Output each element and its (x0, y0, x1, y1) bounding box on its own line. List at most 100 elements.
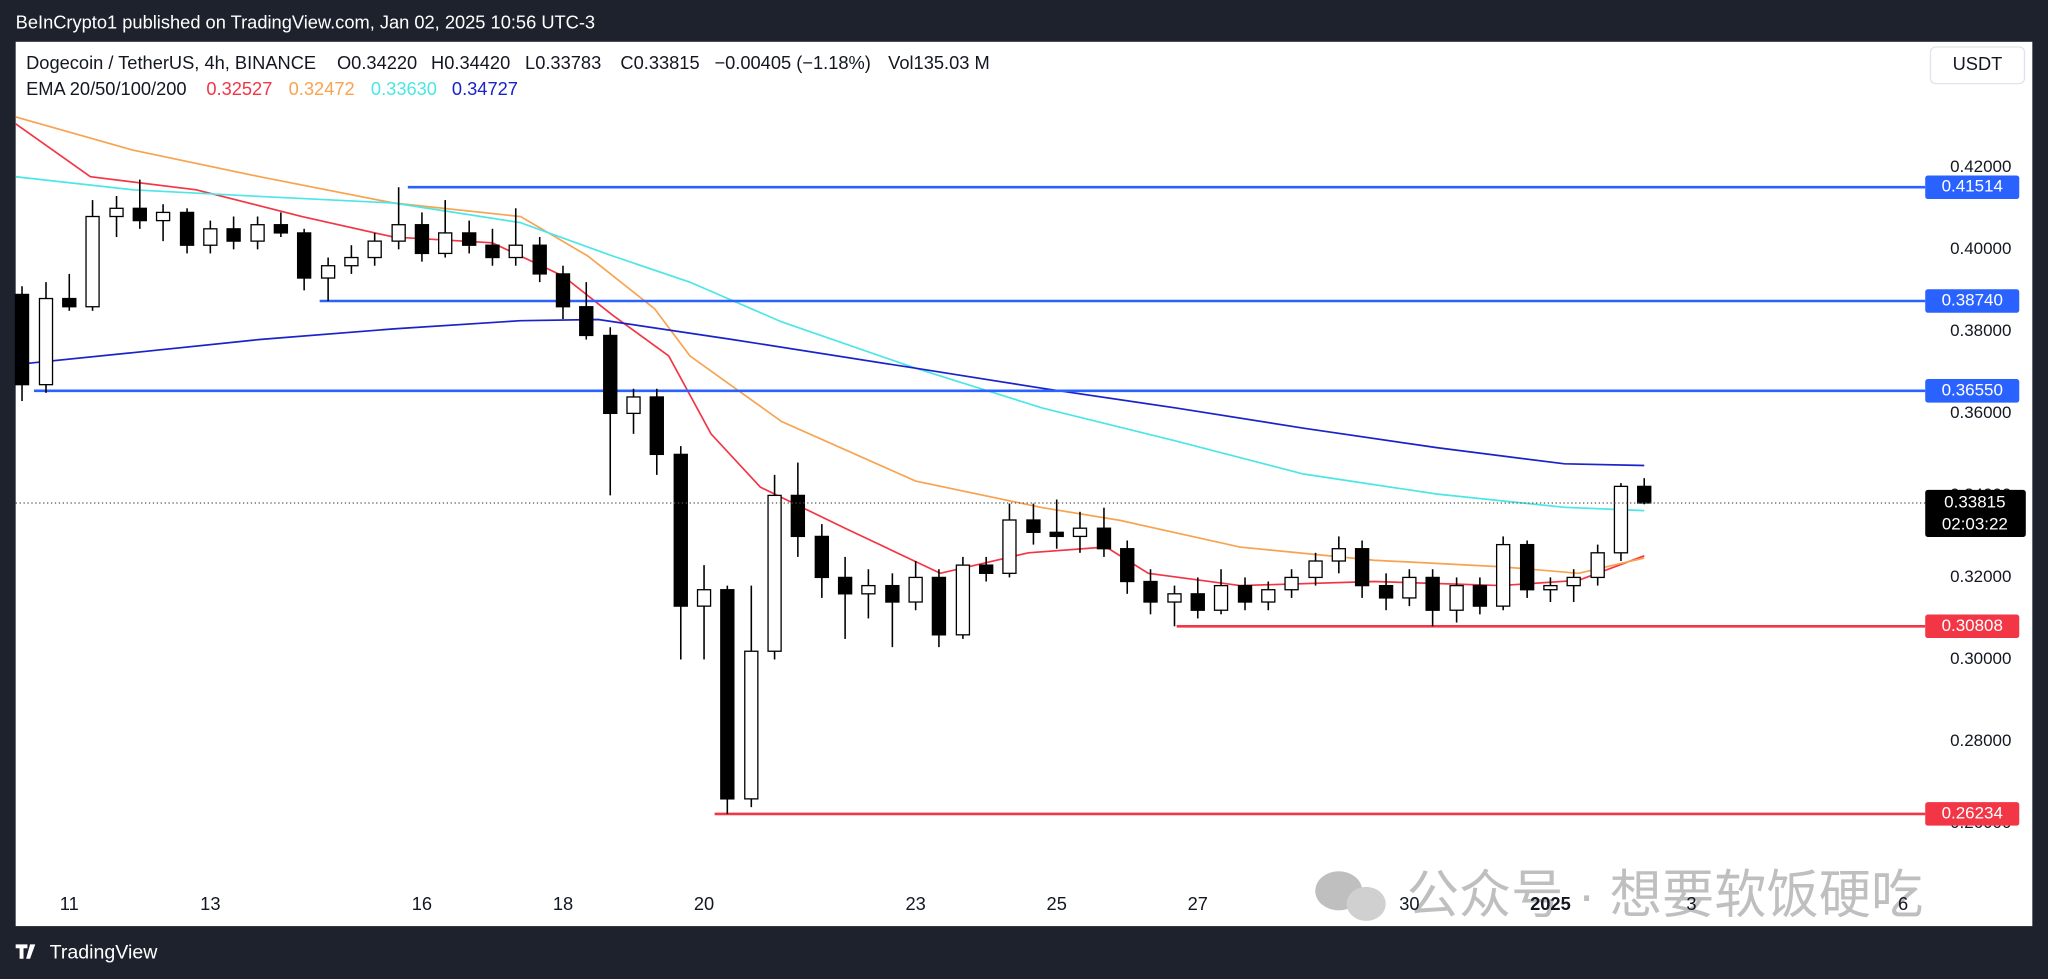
candle-body (720, 589, 735, 800)
candle-body (1026, 519, 1041, 533)
candle-body (603, 334, 618, 415)
candle-body (1284, 576, 1299, 591)
x-tick-label: 13 (200, 893, 220, 914)
candle-body (1331, 548, 1347, 562)
candle-body (955, 564, 971, 636)
x-tick-label: 23 (905, 893, 925, 914)
y-tick-label: 0.32000 (1950, 567, 2011, 586)
candle-body (673, 453, 688, 607)
brand: TradingView (50, 942, 159, 964)
candle-body (1120, 548, 1135, 583)
x-tick-label: 3 (1686, 893, 1696, 914)
candle-body (579, 306, 594, 337)
candle-body (555, 273, 571, 308)
ema-line (15, 123, 1645, 587)
close: C0.33815 (620, 52, 699, 73)
x-tick-label: 25 (1047, 893, 1067, 914)
currency-button[interactable] (1929, 46, 2026, 85)
candle-body (1049, 531, 1064, 538)
x-tick-label: 11 (60, 893, 79, 914)
brand-logo (15, 944, 36, 959)
y-tick-label: 0.38000 (1950, 321, 2011, 340)
open: O0.34220 (337, 52, 417, 73)
candle-body (273, 224, 289, 234)
ema-value: 0.34727 (452, 78, 518, 99)
y-tick-label: 0.30000 (1950, 649, 2011, 668)
candle-body (532, 244, 547, 275)
watermark: 公众号 · 想要软饭硬吃 (1407, 866, 1924, 924)
y-tick-label: 0.40000 (1950, 239, 2011, 258)
candle-body (767, 494, 782, 652)
candle-body (203, 228, 218, 246)
candle-body (696, 589, 712, 607)
level-label: 0.38740 (1942, 290, 2003, 309)
candle-body (1096, 527, 1112, 550)
candle-body (1425, 576, 1440, 611)
candle-body (391, 224, 406, 242)
countdown: 02:03:22 (1942, 515, 2008, 534)
candle-body (1308, 560, 1323, 579)
candle-body (1543, 584, 1558, 591)
candle-body (626, 396, 641, 415)
currency-label[interactable]: USDT (1953, 53, 2003, 74)
candle-body (908, 576, 923, 603)
candle-body (1495, 543, 1511, 607)
candle-body (85, 215, 100, 308)
candle-body (790, 494, 806, 538)
x-tick-label: 30 (1399, 893, 1419, 914)
candle-body (1261, 589, 1276, 603)
x-tick-label: 27 (1188, 893, 1208, 914)
ema-line (15, 318, 1645, 467)
level-label: 0.30808 (1942, 616, 2003, 635)
x-tick-label: 20 (694, 893, 714, 914)
candle-body (1237, 584, 1253, 603)
ema-value: 0.32527 (206, 78, 272, 99)
x-tick-label: 18 (553, 893, 573, 914)
candle-body (14, 293, 30, 386)
candle-body (1637, 485, 1652, 504)
candles (14, 179, 1652, 814)
candle-body (462, 232, 477, 246)
x-tick-label: 16 (412, 893, 432, 914)
candle-body (226, 228, 241, 242)
candle-body (109, 207, 124, 218)
candle-body (414, 224, 430, 255)
candle-body (179, 211, 195, 246)
level-badge (1925, 379, 2020, 403)
candle-body (1167, 593, 1182, 603)
level-label: 0.26234 (1942, 803, 2003, 822)
candle-body (1590, 552, 1605, 579)
publisher: BeInCrypto1 published on TradingView.com… (16, 11, 595, 32)
candle-body (250, 224, 265, 242)
ema-value: 0.33630 (371, 78, 437, 99)
indicator-label: EMA 20/50/100/200 (26, 78, 186, 99)
candle-body (296, 232, 312, 279)
level-badge (1925, 175, 2020, 199)
high: H0.34420 (431, 52, 510, 73)
level-badge (1925, 802, 2020, 826)
level-label: 0.36550 (1942, 380, 2003, 399)
chart-area (15, 41, 2033, 927)
price-badge (1925, 489, 2026, 537)
candle-body (438, 232, 453, 255)
candle-body (1613, 485, 1629, 554)
candle-body (1354, 548, 1370, 587)
ema-value: 0.32472 (289, 78, 355, 99)
candle-body (132, 207, 147, 222)
candle-body (649, 396, 664, 456)
ema-line (15, 175, 1645, 512)
candle-body (814, 535, 830, 579)
candle-body (320, 265, 336, 279)
icon-bubble (1346, 886, 1386, 921)
candle-body (1378, 584, 1394, 599)
candle-body (344, 256, 359, 267)
candle-body (1072, 527, 1088, 538)
level-badge (1925, 614, 2020, 639)
change: −0.00405 (−1.18%) (714, 52, 870, 73)
candle-body (1472, 584, 1488, 607)
candle-body (38, 297, 54, 386)
level-badge (1925, 289, 2020, 313)
candle-body (367, 240, 382, 259)
y-tick-label: 0.42000 (1950, 157, 2011, 176)
